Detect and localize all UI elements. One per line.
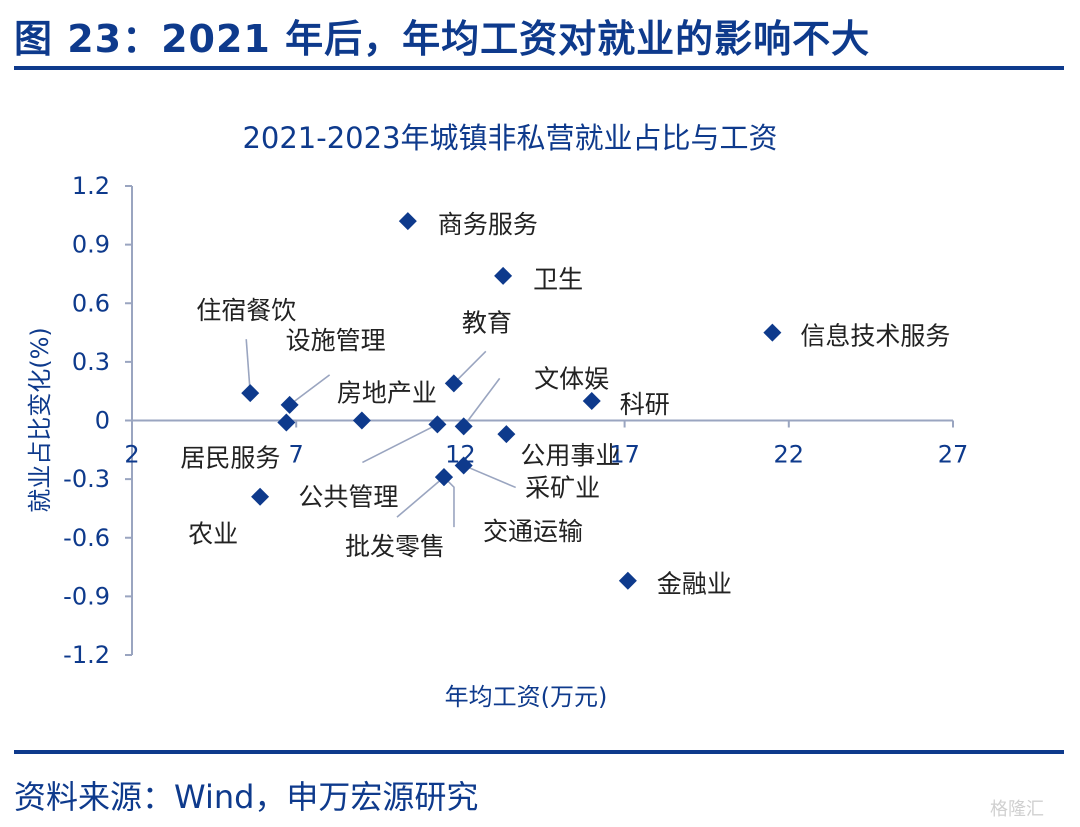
leader-line: [362, 423, 438, 464]
point-label: 批发零售: [345, 532, 445, 561]
point-label: 科研: [620, 390, 670, 419]
point-label: 信息技术服务: [800, 322, 950, 351]
source-note: 资料来源：Wind，申万宏源研究: [14, 778, 479, 816]
data-point-marker: [251, 487, 270, 506]
leader-line: [463, 377, 501, 427]
y-tick-label: -0.3: [63, 465, 110, 493]
x-tick-label: 22: [774, 441, 805, 469]
data-points: [241, 212, 782, 590]
point-label: 公共管理: [298, 482, 398, 511]
data-point-marker: [494, 266, 513, 285]
y-tick-label: -0.6: [63, 524, 110, 552]
axes: [125, 185, 954, 656]
data-point-marker: [280, 395, 299, 414]
data-point-marker: [454, 417, 473, 436]
data-point-marker: [428, 415, 447, 434]
footer-divider: [14, 750, 1064, 754]
point-label: 卫生: [533, 265, 583, 294]
point-label: 房地产业: [337, 379, 437, 408]
data-point-marker: [444, 374, 463, 393]
leader-line: [289, 374, 331, 406]
scatter-chart: 2021-2023年城镇非私营就业占比与工资 1.2 0.9 0.6 0.3 0 -0.3…: [26, 121, 968, 711]
data-point-marker: [454, 456, 473, 475]
data-point-marker: [763, 323, 782, 342]
y-tick-label: -1.2: [63, 641, 110, 669]
x-tick-label: 2: [124, 441, 139, 469]
title-divider: [14, 66, 1064, 70]
data-point-marker: [618, 571, 637, 590]
data-point-marker: [352, 411, 371, 430]
leader-lines: [245, 339, 516, 528]
data-point-marker: [434, 468, 453, 487]
x-tick-label: 7: [289, 441, 304, 469]
figure-title: 图 23：2021 年后，年均工资对就业的影响不大: [14, 17, 871, 61]
y-axis-title: 就业占比变化(%): [26, 327, 54, 513]
data-point-marker: [277, 413, 296, 432]
data-point-marker: [582, 391, 601, 410]
point-label: 住宿餐饮: [196, 296, 296, 325]
point-label: 文体娱: [534, 364, 609, 393]
y-tick-label: 0.3: [72, 348, 110, 376]
x-tick-label: 17: [609, 441, 640, 469]
point-label: 商务服务: [438, 210, 538, 239]
data-point-marker: [398, 212, 417, 231]
x-axis-title: 年均工资(万元): [445, 683, 608, 711]
x-tick-labels: 2 7 12 17 22 27: [124, 441, 968, 469]
leader-line: [245, 339, 252, 394]
point-label: 交通运输: [483, 517, 583, 546]
chart-title: 2021-2023年城镇非私营就业占比与工资: [242, 121, 777, 155]
point-label: 金融业: [657, 570, 732, 599]
point-label: 教育: [462, 308, 512, 337]
data-point-marker: [241, 384, 260, 403]
point-label: 农业: [188, 520, 238, 549]
y-tick-label: 0: [95, 407, 110, 435]
watermark: 格隆汇: [990, 799, 1044, 820]
y-tick-label: 0.9: [72, 231, 110, 259]
y-tick-label: 0.6: [72, 289, 110, 317]
point-label: 采矿业: [525, 473, 600, 502]
x-tick-label: 27: [938, 441, 969, 469]
y-tick-label: -0.9: [63, 582, 110, 610]
leader-line: [463, 464, 516, 489]
y-tick-label: 1.2: [72, 172, 110, 200]
data-point-marker: [497, 425, 516, 444]
leader-line: [453, 350, 487, 384]
point-label: 设施管理: [286, 326, 386, 355]
y-tick-labels: 1.2 0.9 0.6 0.3 0 -0.3 -0.6 -0.9 -1.2: [63, 172, 110, 669]
point-label: 公用事业: [520, 441, 620, 470]
point-label: 居民服务: [180, 443, 280, 472]
leader-line: [396, 476, 445, 518]
